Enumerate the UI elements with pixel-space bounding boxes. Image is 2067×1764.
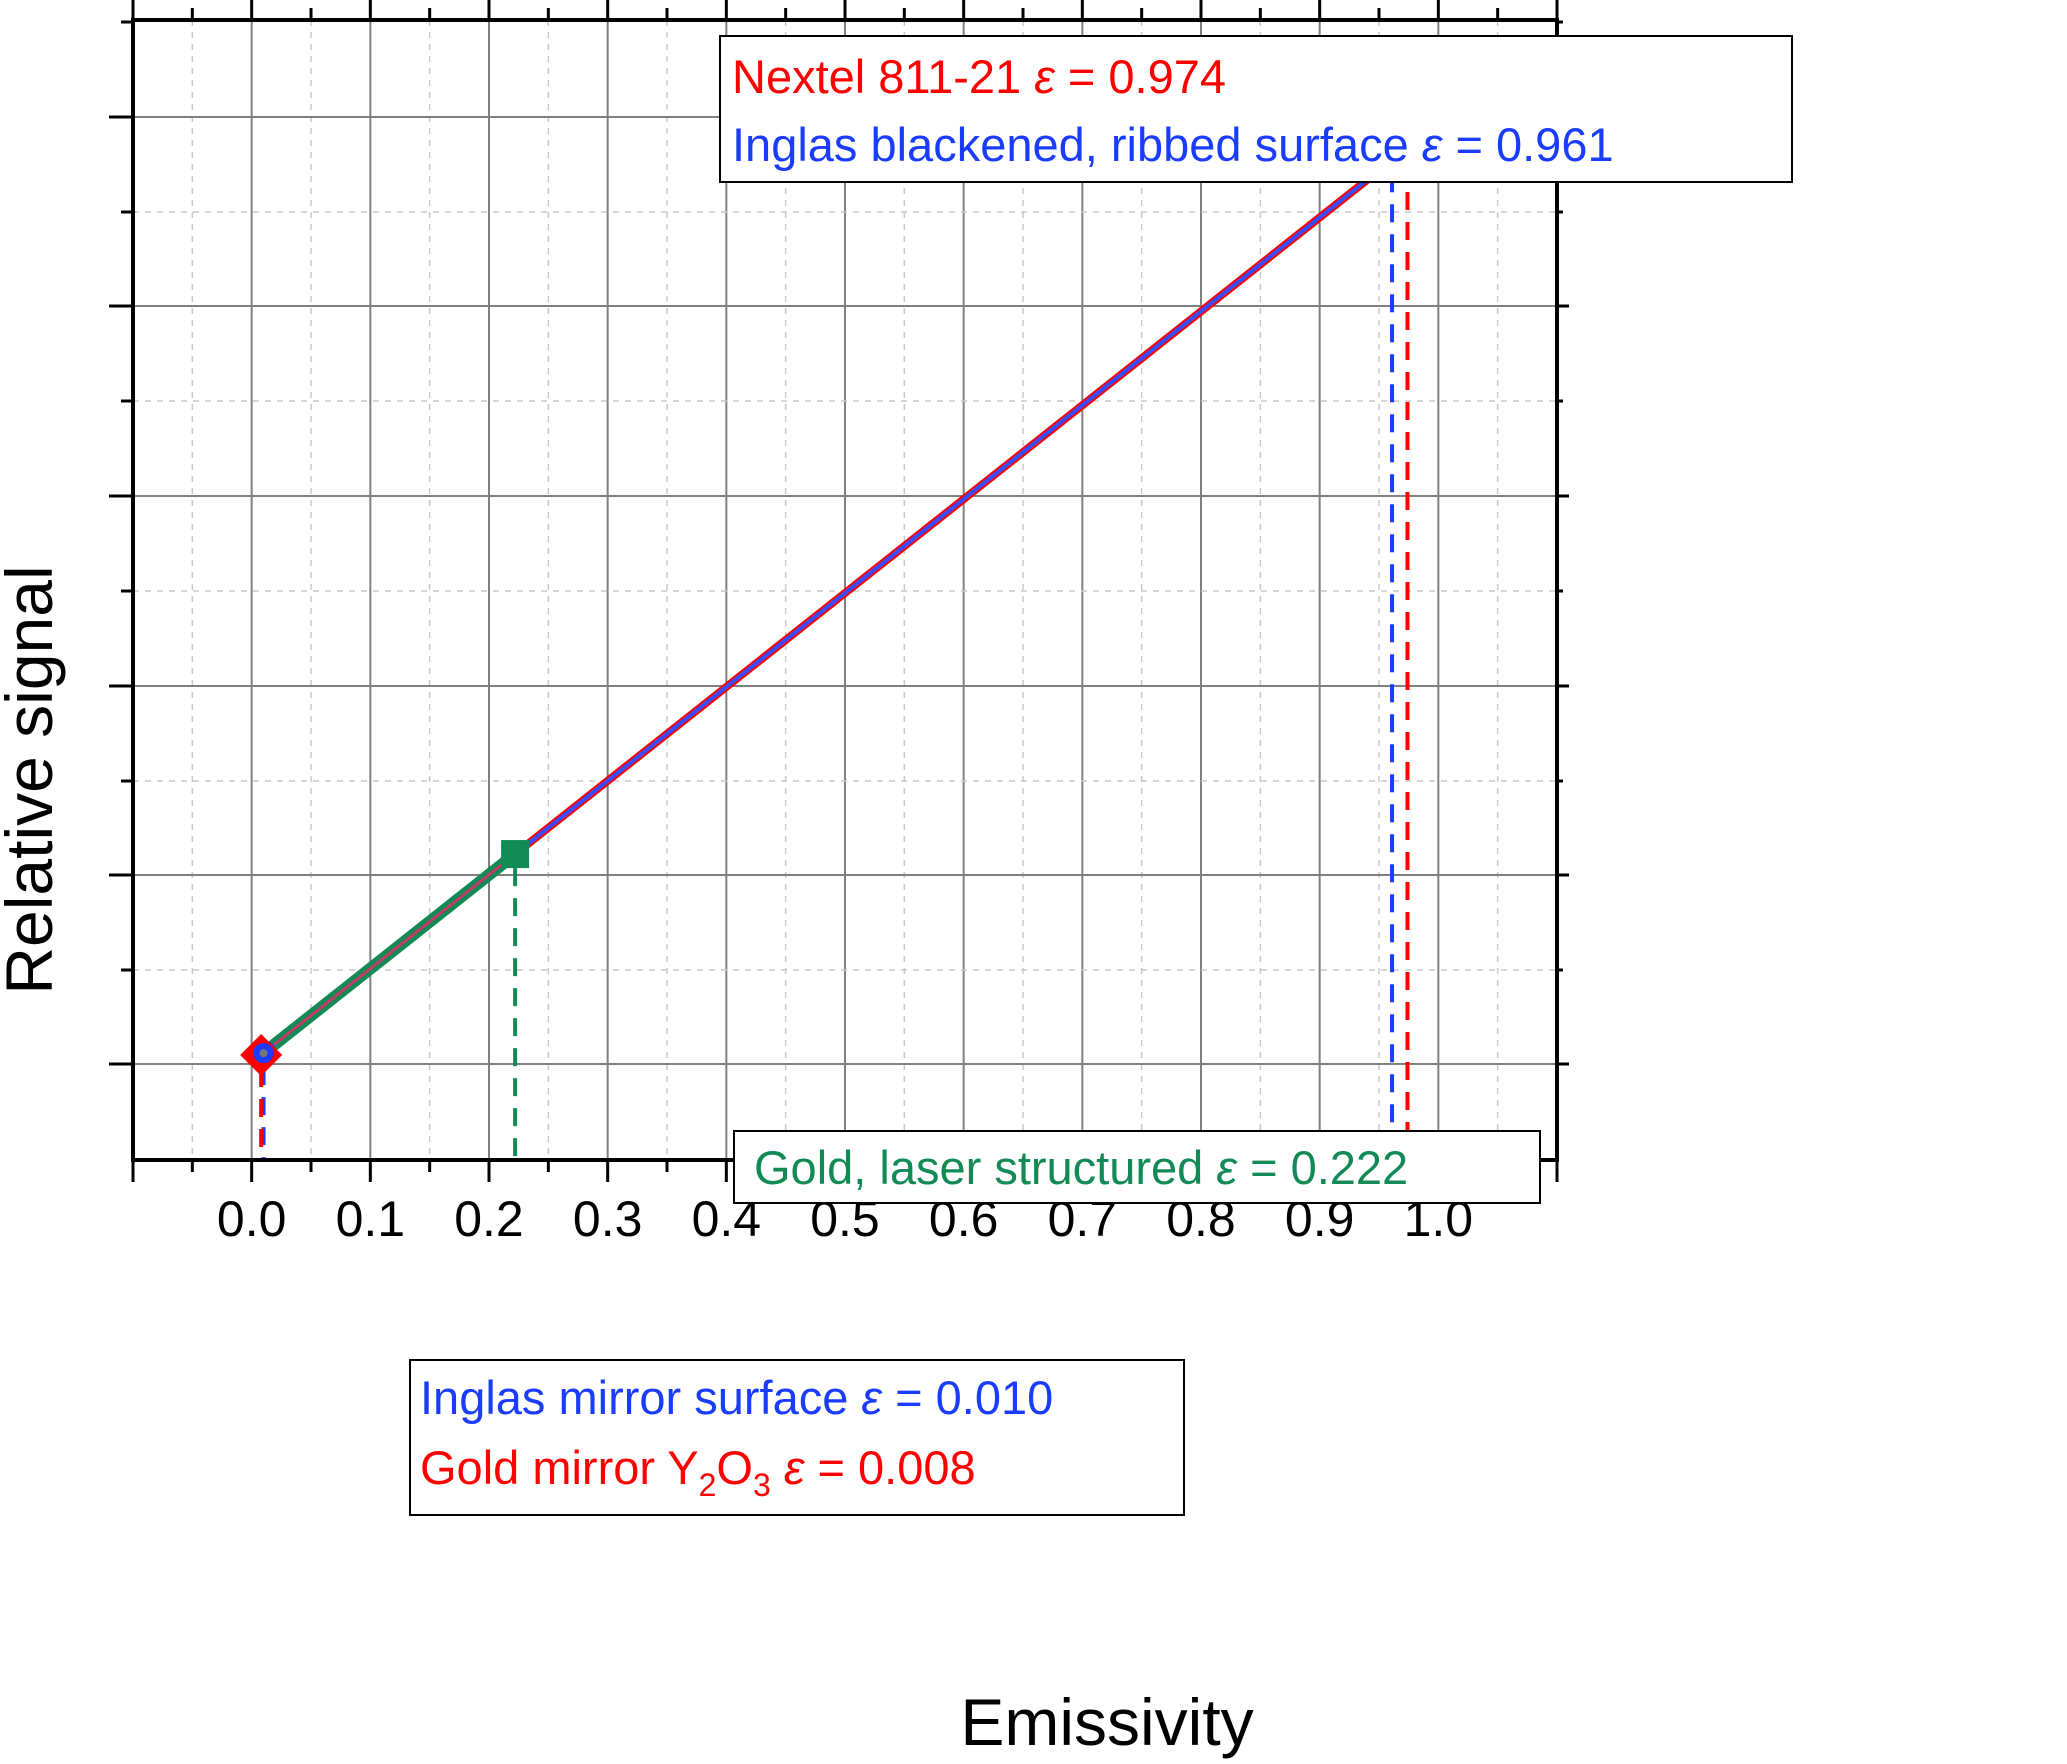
grid xyxy=(133,20,1557,1160)
annotation-inglas-ribbed: Inglas blackened, ribbed surface ε = 0.9… xyxy=(732,118,1614,171)
annotation-box-top: Nextel 811-21 ε = 0.974 Inglas blackened… xyxy=(719,35,1793,183)
x-tick-label: 0.1 xyxy=(336,1191,406,1247)
annotation-inglas-mirror: Inglas mirror surface ε = 0.010 xyxy=(420,1371,1053,1424)
annotation-gold-mirror-text: Gold mirror Y xyxy=(420,1441,699,1494)
annotation-nextel-eps: ε xyxy=(1034,50,1056,103)
annotation-gold-laser-value: = 0.222 xyxy=(1237,1141,1408,1194)
drop-lines xyxy=(259,162,1410,1160)
y-axis-label: Relative signal xyxy=(0,565,66,994)
annotation-box-bottom: Inglas mirror surface ε = 0.010 Gold mir… xyxy=(409,1359,1185,1516)
annotation-gold-laser: Gold, laser structured ε = 0.222 xyxy=(754,1141,1408,1194)
annotation-inglas-mirror-eps: ε xyxy=(861,1371,883,1424)
annotation-gold-laser-text: Gold, laser structured xyxy=(754,1141,1216,1194)
annotation-gold-mirror-eps: ε xyxy=(784,1441,806,1494)
marker-inglas-mirror-center xyxy=(259,1049,268,1058)
annotation-gold-mirror-space xyxy=(771,1441,784,1494)
annotation-gold-mirror-sub1: 2 xyxy=(699,1467,717,1503)
annotation-inglas-ribbed-value: = 0.961 xyxy=(1442,118,1613,171)
x-tick-label: 0.0 xyxy=(217,1191,287,1247)
x-tick-label: 0.2 xyxy=(454,1191,524,1247)
annotation-box-middle: Gold, laser structured ε = 0.222 xyxy=(733,1130,1541,1204)
x-axis-label: Emissivity xyxy=(960,1685,1253,1759)
annotation-nextel-value: = 0.974 xyxy=(1055,50,1226,103)
annotation-inglas-mirror-text: Inglas mirror surface xyxy=(420,1371,861,1424)
x-tick-label: 0.3 xyxy=(573,1191,643,1247)
annotation-inglas-ribbed-eps: ε xyxy=(1422,118,1444,171)
annotation-inglas-ribbed-text: Inglas blackened, ribbed surface xyxy=(732,118,1422,171)
annotation-nextel-text: Nextel 811-21 xyxy=(732,50,1034,103)
annotation-gold-mirror-mid: O xyxy=(716,1441,753,1494)
annotation-inglas-mirror-value: = 0.010 xyxy=(882,1371,1053,1424)
annotation-gold-mirror-sub2: 3 xyxy=(753,1467,771,1503)
fit-lines xyxy=(255,144,1412,1061)
annotation-gold-laser-eps: ε xyxy=(1216,1141,1238,1194)
annotation-nextel: Nextel 811-21 ε = 0.974 xyxy=(732,50,1226,103)
annotation-gold-mirror-value: = 0.008 xyxy=(804,1441,975,1494)
connecting-line-inner xyxy=(260,852,517,1057)
annotation-gold-mirror: Gold mirror Y2O3 ε = 0.008 xyxy=(420,1441,976,1503)
marker-gold_laser xyxy=(501,840,530,869)
